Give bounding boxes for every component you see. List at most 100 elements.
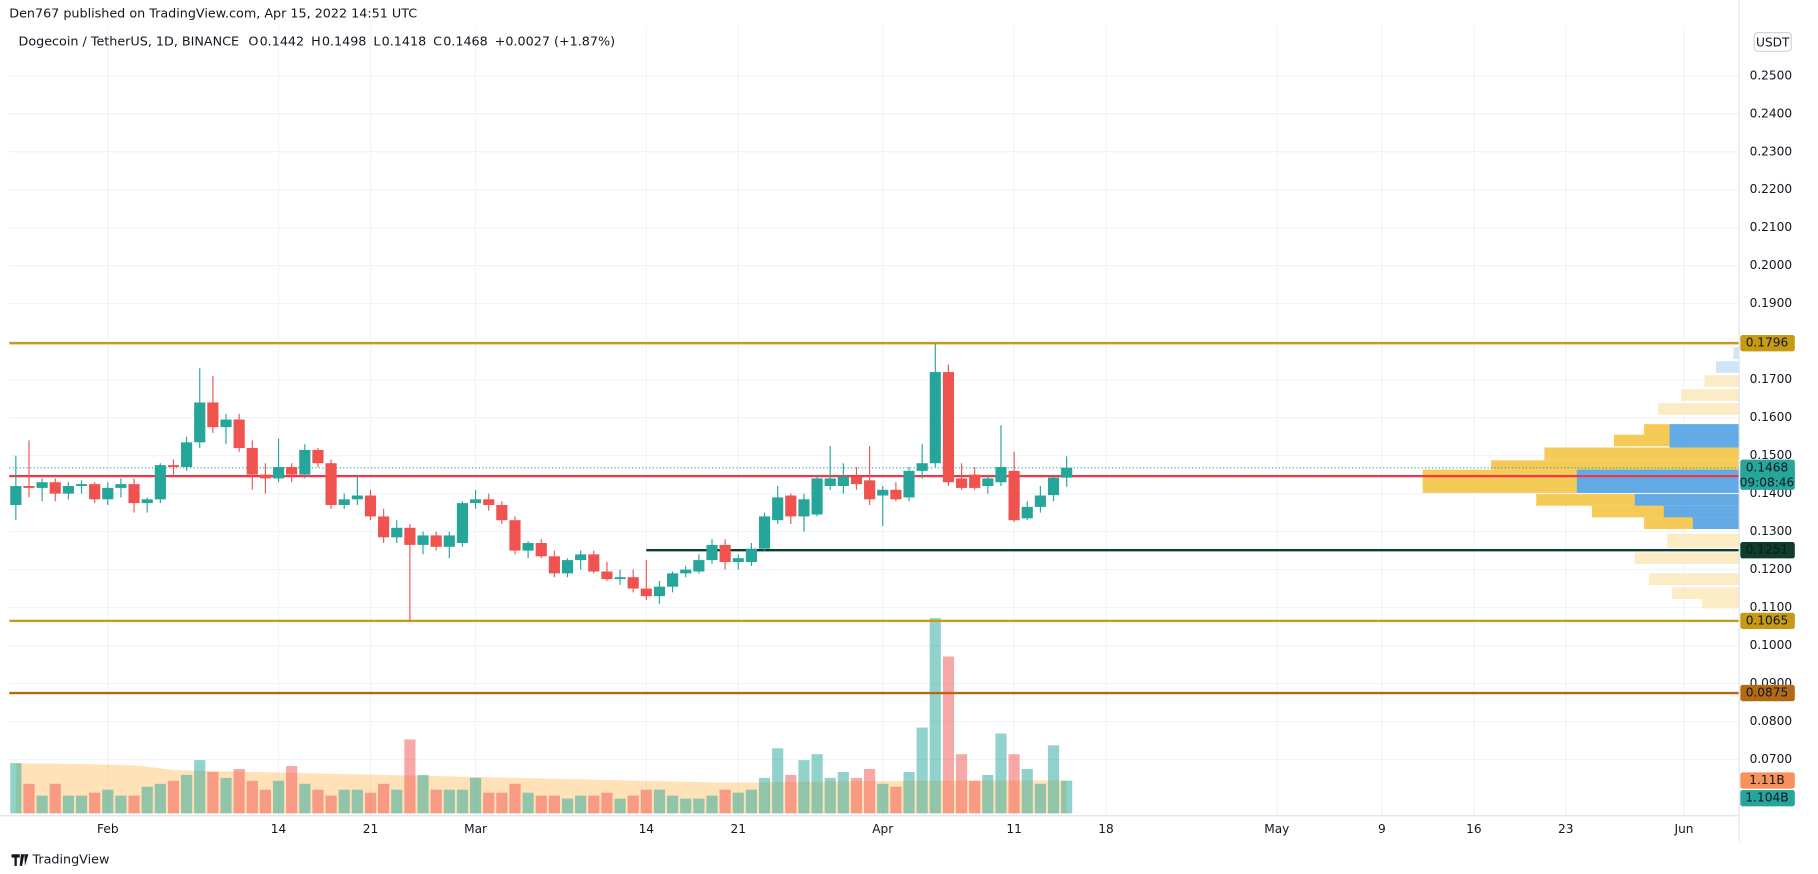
volume-bar xyxy=(811,754,823,814)
candle-body xyxy=(89,484,101,500)
ohlc-key: O xyxy=(248,34,258,49)
volume-profile-bar xyxy=(1681,389,1740,401)
candle-body xyxy=(758,516,771,549)
candle-body xyxy=(75,484,88,487)
candle-body xyxy=(391,527,403,538)
volume-bar xyxy=(1047,745,1060,814)
candle-body xyxy=(667,573,679,587)
volume-bar xyxy=(75,795,88,814)
volume-bar xyxy=(588,795,600,814)
y-tick-label: 0.2200 xyxy=(1750,182,1793,196)
volume-bar xyxy=(483,792,495,814)
currency-button[interactable] xyxy=(1753,32,1792,52)
volume-bar xyxy=(194,760,206,814)
x-tick-label: 14 xyxy=(271,822,287,836)
volume-bar xyxy=(272,780,285,814)
y-tick-label: 0.1000 xyxy=(1750,638,1793,652)
candle-body xyxy=(154,465,166,500)
x-tick-label: 23 xyxy=(1558,822,1573,836)
candle-body xyxy=(588,554,600,572)
candle-body xyxy=(404,527,416,545)
volume-label: 1.104B xyxy=(1745,791,1788,805)
y-tick-label: 0.1300 xyxy=(1750,524,1793,538)
candles xyxy=(10,343,1073,621)
symbol: Dogecoin / TetherUS, 1D, BINANCE xyxy=(19,34,240,49)
volume-bar xyxy=(246,780,258,814)
volume-bar xyxy=(916,727,928,814)
candle-body xyxy=(207,402,219,428)
candle-body xyxy=(220,419,232,428)
candle-body xyxy=(378,516,390,538)
volume-bar xyxy=(23,783,35,814)
candle-body xyxy=(969,474,981,488)
volume-bar xyxy=(1034,783,1046,814)
candle-body xyxy=(719,544,731,562)
volume-bar xyxy=(798,760,810,814)
candle-body xyxy=(561,560,574,574)
x-tick-label: Feb xyxy=(97,822,119,836)
axes: 0.07000.08000.09000.10000.11000.12000.13… xyxy=(97,68,1795,836)
level-label: 0.1251 xyxy=(1746,543,1789,557)
volume-bar xyxy=(942,656,955,814)
ohlc-change: +0.0027 (+1.87%) xyxy=(495,34,615,49)
volume-bar xyxy=(890,786,902,814)
volume-bar xyxy=(522,792,534,814)
volume-profile-bar xyxy=(1544,447,1740,461)
volume-bar xyxy=(824,777,836,814)
volume-bar xyxy=(1008,754,1020,814)
level-box xyxy=(1740,335,1795,352)
levels xyxy=(9,342,1740,695)
volume-profile-bar xyxy=(1667,533,1740,548)
volume-bar xyxy=(417,774,429,814)
candle-body xyxy=(496,505,508,521)
volume-bar xyxy=(982,774,994,814)
volume-bar xyxy=(443,789,455,814)
x-tick-label: Mar xyxy=(464,822,488,836)
candle-body xyxy=(811,478,823,515)
volume-bar xyxy=(640,789,652,814)
candle-body xyxy=(1034,495,1046,507)
volume-bar xyxy=(745,789,757,814)
x-tick-label: Jun xyxy=(1673,822,1693,836)
volume-bar xyxy=(10,763,22,814)
candle-body xyxy=(653,586,666,597)
volume-bar xyxy=(102,789,114,814)
candle-body xyxy=(890,489,902,500)
volume-bar xyxy=(693,798,705,814)
ohlc-key: C xyxy=(433,34,442,49)
candle-body xyxy=(772,497,784,521)
candle-body xyxy=(995,467,1007,483)
volume-bar xyxy=(299,783,311,814)
candle-body xyxy=(732,558,744,562)
y-tick-label: 0.1900 xyxy=(1750,296,1793,310)
x-tick-label: 11 xyxy=(1006,822,1021,836)
candle-body xyxy=(443,535,455,547)
volume-bar xyxy=(207,771,219,814)
candle-body xyxy=(1061,467,1073,478)
candle-body xyxy=(745,548,757,562)
volume-bar xyxy=(706,795,718,814)
volume-bar xyxy=(286,766,298,814)
volume-profile-bar xyxy=(1663,505,1740,518)
volume-bar xyxy=(36,795,48,814)
volume-bar xyxy=(509,783,521,814)
volume-bar xyxy=(969,780,981,814)
volume-bar xyxy=(1061,780,1073,814)
logo xyxy=(11,854,29,866)
y-tick-label: 0.0800 xyxy=(1750,714,1793,728)
candle-body xyxy=(903,470,915,498)
candle-body xyxy=(430,535,442,547)
candle-body xyxy=(627,577,639,589)
level-label: 0.1796 xyxy=(1746,336,1789,350)
volume-profile-bar xyxy=(1671,587,1740,599)
volume-bar xyxy=(837,771,849,814)
candle-body xyxy=(982,478,994,487)
candle-body xyxy=(680,569,692,574)
candle-body xyxy=(693,560,705,572)
y-tick-label: 0.0700 xyxy=(1750,752,1793,766)
volume-ma-label: 1.11B xyxy=(1749,773,1784,787)
candle-body xyxy=(62,486,74,494)
volume-bar xyxy=(864,769,876,814)
ohlc-value: 0.1468 xyxy=(443,34,488,49)
